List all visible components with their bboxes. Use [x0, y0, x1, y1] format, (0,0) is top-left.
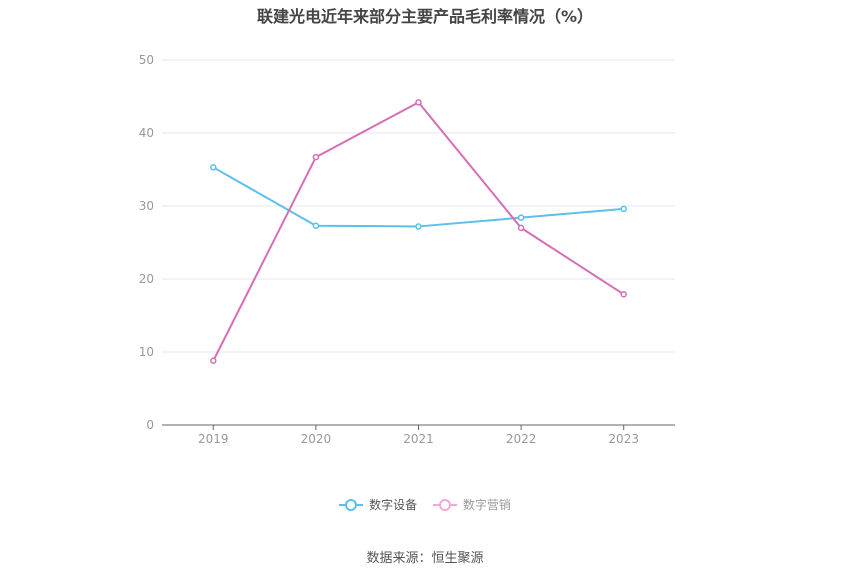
legend-marker-series-2	[432, 498, 457, 511]
y-tick-label-1: 10	[139, 345, 154, 359]
data-point-s2-3	[517, 224, 525, 232]
y-tick-label-4: 40	[139, 126, 154, 140]
x-tick-label-3: 2022	[506, 432, 537, 446]
legend-marker-series-1	[339, 498, 364, 511]
legend-item-series-2[interactable]: 数字营销	[432, 496, 511, 513]
data-point-s1-2	[415, 223, 422, 230]
y-tick-label-3: 30	[139, 199, 154, 213]
x-tick-label-4: 2023	[608, 432, 639, 446]
data-point-s1-4	[620, 205, 627, 213]
data-point-s1-1	[312, 222, 320, 229]
data-point-s2-2	[415, 99, 422, 106]
data-point-s1-0	[210, 164, 217, 171]
chart-title: 联建光电近年来部分主要产品毛利率情况（%）	[256, 7, 594, 26]
series-line-2	[212, 101, 625, 362]
data-point-s2-1	[312, 153, 320, 161]
x-tick-label-1: 2020	[301, 432, 332, 446]
x-tick-label-0: 2019	[198, 432, 229, 446]
data-point-s2-0	[210, 357, 217, 365]
data-point-s2-4	[620, 291, 627, 298]
series-line-1	[212, 166, 624, 228]
line-chart: 0 10 20 30 40 50 2019 2020 2021 2022 2023	[139, 53, 675, 446]
legend: 数字设备 数字营销	[0, 496, 850, 515]
legend-item-series-1[interactable]: 数字设备	[339, 496, 417, 513]
data-point-s1-3	[517, 214, 525, 221]
data-source: 数据来源：恒生聚源	[366, 551, 484, 566]
legend-label-series-2: 数字营销	[462, 498, 511, 512]
y-tick-label-0: 0	[146, 418, 154, 432]
x-tick-label-2: 2021	[403, 432, 434, 446]
y-tick-label-2: 20	[139, 272, 154, 286]
legend-label-series-1: 数字设备	[369, 498, 418, 512]
y-tick-label-5: 50	[139, 53, 154, 67]
